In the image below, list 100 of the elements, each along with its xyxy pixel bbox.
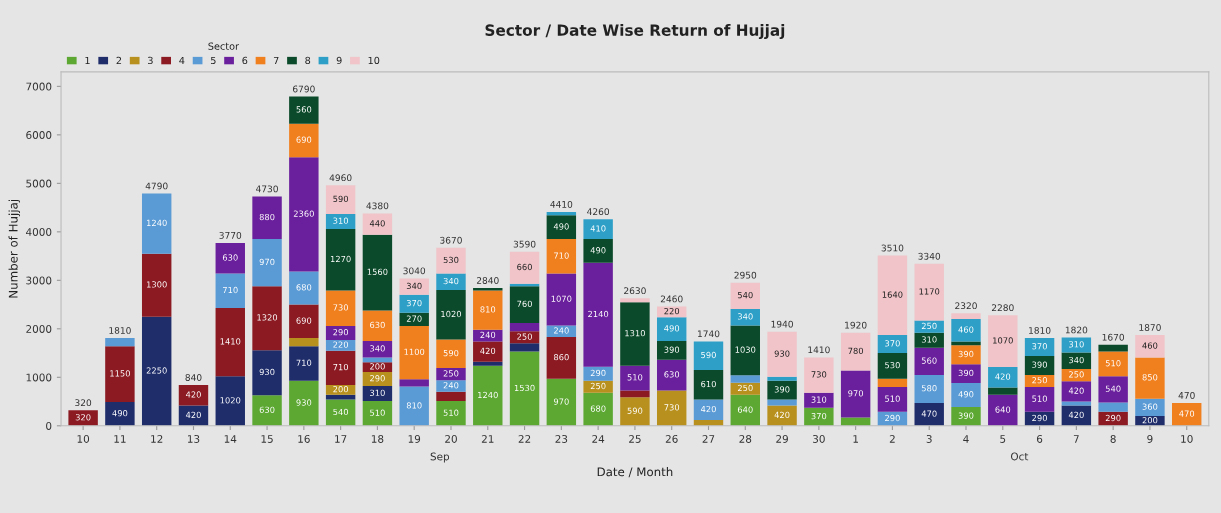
bar xyxy=(509,351,540,426)
data-label: 590 xyxy=(333,195,349,203)
data-label: 310 xyxy=(811,396,827,403)
data-label: 220 xyxy=(664,307,680,315)
bar xyxy=(804,392,834,408)
data-label: 360 xyxy=(1142,403,1158,410)
bar xyxy=(289,380,319,426)
bar xyxy=(362,401,393,426)
bar xyxy=(693,341,724,371)
x-tick-label: 15 xyxy=(261,435,273,443)
bar xyxy=(473,341,503,362)
bar xyxy=(914,320,944,333)
bar xyxy=(620,390,650,398)
data-label: 1020 xyxy=(220,397,241,404)
data-label: 540 xyxy=(737,291,753,299)
data-label: 270 xyxy=(406,315,422,322)
bar xyxy=(877,378,908,387)
total-label: 1740 xyxy=(698,330,720,338)
total-label: 4410 xyxy=(550,200,573,208)
bar xyxy=(877,335,908,354)
data-label: 340 xyxy=(737,313,753,320)
bar xyxy=(362,386,393,402)
bar xyxy=(473,365,503,426)
data-label: 250 xyxy=(1032,377,1047,384)
total-label: 1410 xyxy=(808,346,830,354)
total-label: 470 xyxy=(1178,392,1195,399)
bar xyxy=(693,399,724,420)
bar xyxy=(141,253,172,317)
data-label: 2360 xyxy=(293,210,314,217)
bar xyxy=(436,380,466,392)
total-label: 6790 xyxy=(292,85,315,93)
data-label: 970 xyxy=(259,258,275,266)
data-label: 490 xyxy=(664,325,680,332)
bar xyxy=(289,346,319,381)
data-label: 490 xyxy=(112,410,128,417)
x-tick-label: 10 xyxy=(1181,435,1193,443)
text: Sep xyxy=(430,452,450,463)
data-label: 860 xyxy=(553,354,569,361)
y-tick-label: 0 xyxy=(46,422,52,430)
data-label: 390 xyxy=(958,350,974,358)
data-label: 970 xyxy=(553,398,569,405)
bar xyxy=(914,403,944,426)
data-label: 630 xyxy=(259,406,275,413)
bar xyxy=(325,325,356,340)
bar xyxy=(362,357,393,363)
bar xyxy=(252,239,282,287)
data-label: 930 xyxy=(259,368,275,376)
x-tick-label: 24 xyxy=(592,435,605,443)
data-label: 1410 xyxy=(220,338,241,345)
bar xyxy=(951,345,981,365)
bar xyxy=(105,338,135,347)
x-tick-label: 19 xyxy=(408,435,421,443)
bar xyxy=(1135,357,1165,399)
bar xyxy=(325,213,356,229)
total-label: 320 xyxy=(75,399,92,407)
bar xyxy=(325,385,356,395)
data-label: 710 xyxy=(296,359,312,366)
bar xyxy=(693,370,724,400)
legend-label: 1 xyxy=(85,56,90,64)
bar xyxy=(252,196,282,240)
bar xyxy=(1061,337,1092,353)
bar xyxy=(215,376,245,426)
bar xyxy=(436,273,466,291)
data-label: 370 xyxy=(811,412,827,420)
x-tick-label: 10 xyxy=(77,435,90,443)
bar xyxy=(1098,376,1128,403)
data-label: 590 xyxy=(443,349,459,357)
bar xyxy=(988,315,1018,368)
bar xyxy=(68,410,98,426)
data-label: 640 xyxy=(737,406,753,413)
legend-label: 6 xyxy=(242,56,248,65)
x-tick-label: 13 xyxy=(188,435,200,443)
bar xyxy=(583,239,613,263)
data-label: 690 xyxy=(296,317,312,324)
legend-title: Sector xyxy=(208,42,240,50)
data-label: 930 xyxy=(296,399,312,406)
y-tick-label: 5000 xyxy=(26,179,52,188)
data-label: 490 xyxy=(958,391,974,398)
data-label: 390 xyxy=(664,346,680,353)
x-tick-label: 12 xyxy=(151,435,163,443)
data-label: 780 xyxy=(848,347,864,355)
bar xyxy=(436,368,466,381)
total-label: 3510 xyxy=(881,244,904,252)
total-label: 3340 xyxy=(918,252,941,260)
bar xyxy=(656,390,687,426)
bar xyxy=(436,247,466,274)
data-label: 760 xyxy=(517,300,532,307)
data-label: 310 xyxy=(1069,341,1084,348)
data-label: 420 xyxy=(480,347,496,355)
bar xyxy=(620,302,650,366)
data-label: 390 xyxy=(774,386,790,393)
data-label: 460 xyxy=(958,326,974,333)
total-label: 4380 xyxy=(366,202,389,210)
bar xyxy=(436,339,466,369)
bar xyxy=(583,366,613,381)
data-label: 370 xyxy=(406,299,422,307)
data-label: 420 xyxy=(995,373,1011,380)
data-label: 490 xyxy=(553,223,569,230)
data-label: 1240 xyxy=(147,219,167,227)
data-label: 240 xyxy=(443,382,459,389)
